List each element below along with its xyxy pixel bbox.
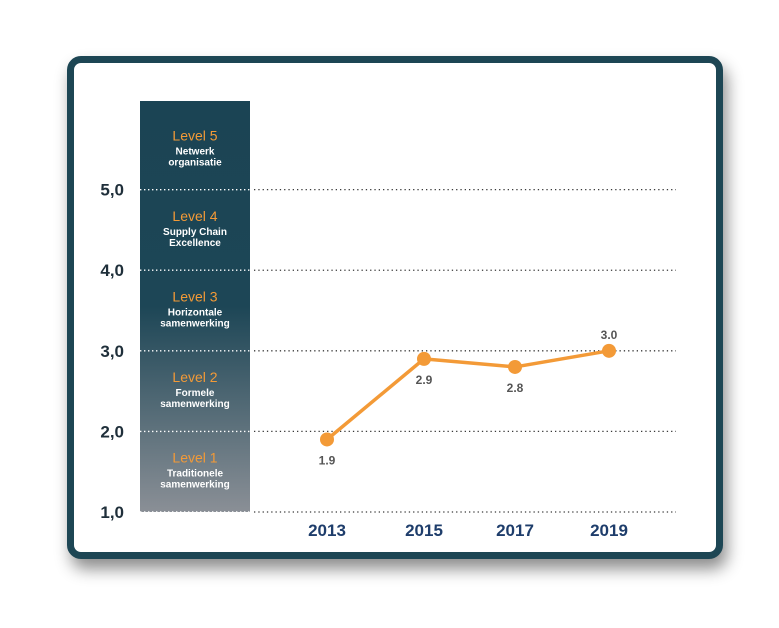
level-title: Level 2: [172, 369, 217, 385]
data-point: [417, 351, 431, 366]
level-description: organisatie: [168, 157, 222, 168]
y-tick-label: 1,0: [100, 503, 124, 522]
level-description: Excellence: [169, 238, 221, 249]
x-tick-label: 2015: [405, 521, 443, 540]
data-point: [508, 359, 522, 374]
x-tick-label: 2013: [308, 521, 346, 540]
y-tick-label: 4,0: [100, 261, 124, 280]
level-description: Formele: [176, 388, 215, 399]
data-label: 1.9: [319, 453, 336, 467]
x-tick-label: 2019: [590, 521, 628, 540]
level-description: samenwerking: [160, 480, 229, 491]
data-point: [602, 343, 616, 358]
data-label: 3.0: [601, 328, 618, 342]
data-label: 2.9: [416, 373, 433, 387]
level-description: Netwerk: [176, 146, 215, 157]
level-description: Horizontale: [168, 308, 223, 319]
x-tick-label: 2017: [496, 521, 534, 540]
level-description: Traditionele: [167, 469, 224, 480]
level-description: samenwerking: [160, 399, 229, 410]
level-column: [140, 101, 250, 512]
level-title: Level 1: [172, 450, 217, 466]
y-tick-label: 3,0: [100, 342, 124, 361]
level-title: Level 5: [172, 127, 217, 143]
y-tick-label: 2,0: [100, 422, 124, 441]
data-point: [320, 432, 334, 447]
level-description: Supply Chain: [163, 227, 227, 238]
level-title: Level 4: [172, 208, 217, 224]
series-line: [325, 349, 611, 442]
y-tick-label: 5,0: [100, 181, 124, 200]
data-label: 2.8: [507, 381, 524, 395]
level-title: Level 3: [172, 289, 217, 305]
level-description: samenwerking: [160, 319, 229, 330]
